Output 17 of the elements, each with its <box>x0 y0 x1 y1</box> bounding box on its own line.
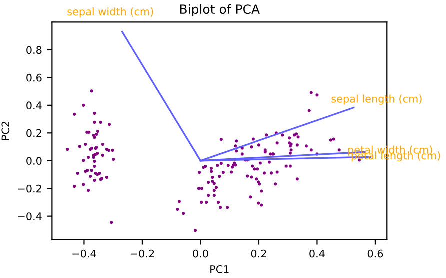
x-tick-label: −0.2 <box>130 250 154 258</box>
y-tick-label: 0.8 <box>26 46 42 54</box>
x-tick-label: 0.2 <box>251 250 266 258</box>
y-axis-title: PC2 <box>2 122 10 140</box>
x-axis-title: PC1 <box>210 265 229 274</box>
chart-title: Biplot of PCA <box>180 4 260 17</box>
y-tick-label: 0.2 <box>26 129 42 138</box>
x-tick-label: 0.0 <box>193 250 208 258</box>
y-tick-label: 0.6 <box>26 74 42 82</box>
y-tick-label: −0.2 <box>18 184 42 193</box>
y-tick-label: 0.0 <box>26 157 42 165</box>
x-tick-label: 0.6 <box>368 250 384 258</box>
y-tick-label: −0.4 <box>18 212 42 220</box>
x-tick-label: 0.4 <box>310 250 325 258</box>
text: sepal width (cm) <box>68 8 154 18</box>
x-tick-label: −0.4 <box>72 250 96 258</box>
y-tick-label: 0.4 <box>26 102 42 110</box>
